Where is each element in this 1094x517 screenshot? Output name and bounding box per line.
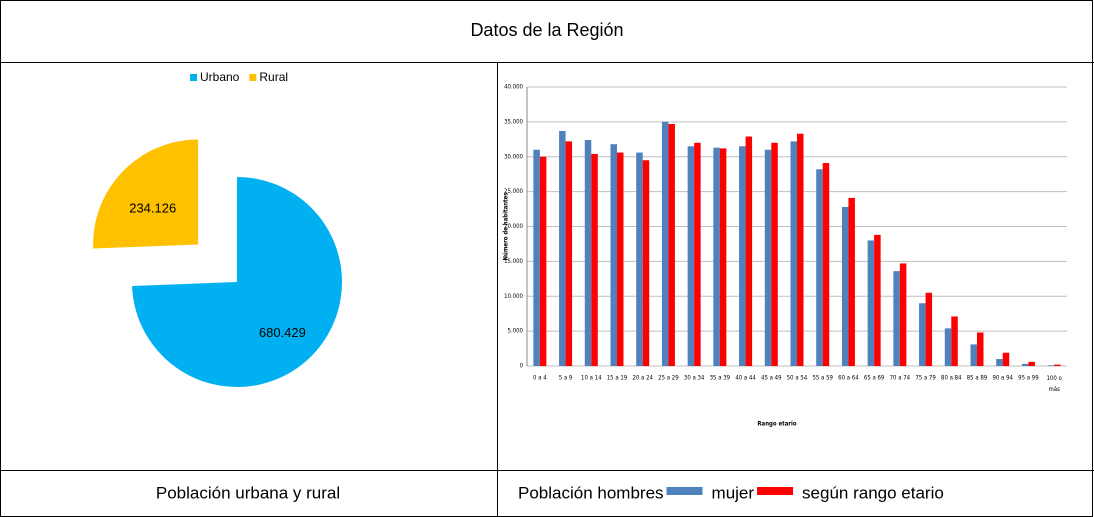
y-tick-label: 10.000 xyxy=(504,293,523,300)
bar xyxy=(797,133,804,366)
x-tick-label: 40 a 44 xyxy=(735,375,756,382)
bar xyxy=(944,328,952,366)
data-label: 680.429 xyxy=(259,325,306,340)
y-tick-label: 20.000 xyxy=(504,223,523,230)
x-tick-label: 35 a 39 xyxy=(710,375,731,382)
bar xyxy=(687,146,695,366)
bar xyxy=(848,197,855,366)
bar xyxy=(533,149,540,366)
legend-swatch xyxy=(249,74,257,81)
x-tick-label: 15 a 19 xyxy=(607,375,628,382)
bar xyxy=(893,271,900,366)
bar xyxy=(636,152,643,366)
x-tick-label: 5 a 9 xyxy=(559,375,573,382)
bar xyxy=(790,141,797,366)
bar xyxy=(977,332,984,366)
x-tick-label: 65 a 69 xyxy=(864,375,885,382)
caption: según rango etario xyxy=(802,483,944,502)
bar xyxy=(591,153,598,366)
bar xyxy=(771,142,778,366)
bar xyxy=(745,136,753,366)
bar xyxy=(539,156,547,366)
x-tick-label: 90 a 94 xyxy=(992,375,1013,382)
bar xyxy=(816,169,823,366)
x-tick-label: 70 a 74 xyxy=(890,375,911,382)
y-tick-label: 25.000 xyxy=(504,188,523,195)
bar xyxy=(610,144,617,366)
pie-slice xyxy=(93,139,199,249)
bar xyxy=(617,152,624,366)
y-tick-label: 35.000 xyxy=(504,118,523,125)
bar xyxy=(559,130,566,366)
bar xyxy=(951,316,958,366)
x-tick-label: 95 a 99 xyxy=(1018,375,1039,382)
x-tick-label: 0 a 4 xyxy=(533,375,547,382)
bar xyxy=(867,240,875,366)
caption: mujer xyxy=(712,483,755,502)
bar xyxy=(822,163,830,366)
legend-label: Rural xyxy=(259,70,288,84)
bar xyxy=(668,123,675,366)
bar xyxy=(642,160,650,366)
y-tick-label: 0 xyxy=(520,363,524,370)
bar xyxy=(565,141,573,366)
x-tick-label: 20 a 24 xyxy=(632,375,653,382)
y-tick-label: 40.000 xyxy=(504,84,523,91)
bar xyxy=(1028,361,1035,366)
bar xyxy=(925,292,933,366)
x-tick-label: 60 a 64 xyxy=(838,375,859,382)
legend-swatch xyxy=(666,487,703,495)
y-axis-title: Número de habitantes xyxy=(503,192,510,260)
bar xyxy=(719,148,727,366)
x-tick-label: 30 a 34 xyxy=(684,375,705,382)
y-tick-label: 30.000 xyxy=(504,153,523,160)
y-tick-label: 5.000 xyxy=(508,328,524,335)
bar xyxy=(970,344,977,366)
bar xyxy=(1047,365,1055,366)
caption: Población hombres xyxy=(518,483,664,502)
x-tick-label: 85 a 89 xyxy=(967,375,988,382)
x-tick-label: 80 a 84 xyxy=(941,375,962,382)
bar xyxy=(919,303,926,366)
x-tick-label: 100 o más xyxy=(1046,375,1062,393)
bar xyxy=(899,263,907,366)
pie-slice xyxy=(132,177,343,388)
legend-label: Urbano xyxy=(200,70,240,84)
bar xyxy=(694,142,701,366)
x-tick-label: 25 a 29 xyxy=(658,375,679,382)
x-tick-label: 75 a 79 xyxy=(915,375,936,382)
bar xyxy=(1054,364,1061,366)
x-tick-label: 50 a 54 xyxy=(787,375,808,382)
bar xyxy=(764,149,772,366)
x-tick-label: 45 a 49 xyxy=(761,375,782,382)
x-axis-title: Rango etario xyxy=(757,421,796,428)
x-tick-label: 10 a 14 xyxy=(581,375,602,382)
data-label: 234.126 xyxy=(129,200,176,215)
legend-swatch xyxy=(190,74,197,81)
x-tick-label: 55 a 59 xyxy=(812,375,833,382)
legend-swatch xyxy=(757,487,794,495)
bar xyxy=(661,121,669,366)
bar xyxy=(874,234,881,366)
bar xyxy=(713,147,720,366)
y-tick-label: 15.000 xyxy=(504,258,523,265)
bar xyxy=(1021,363,1029,366)
bar xyxy=(1002,352,1010,366)
table-title: Datos de la Región xyxy=(470,20,623,40)
bar xyxy=(739,146,746,366)
caption: Población urbana y rural xyxy=(156,483,340,502)
bar xyxy=(841,206,849,366)
bar xyxy=(996,359,1003,366)
bar xyxy=(584,140,592,366)
